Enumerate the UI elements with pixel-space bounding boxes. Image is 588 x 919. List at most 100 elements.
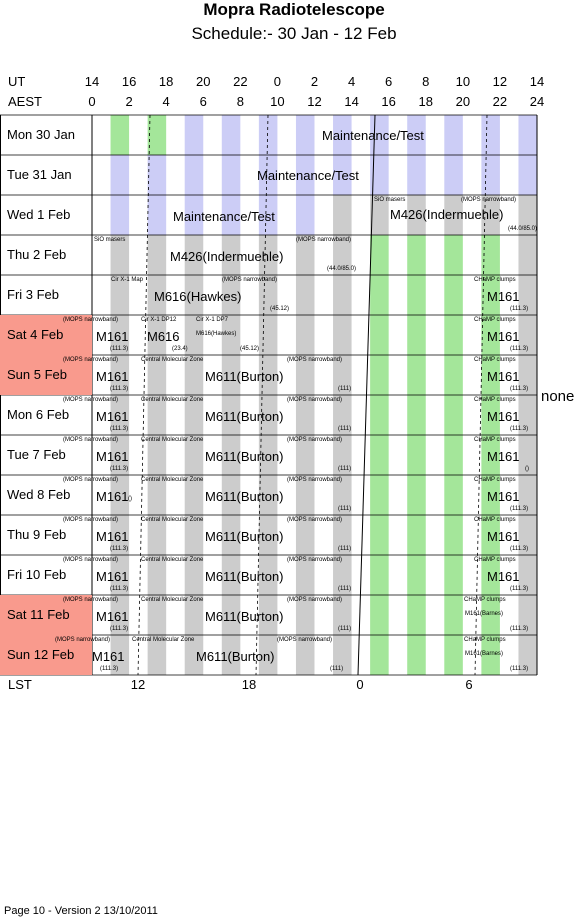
- block-tag: (MOPS narrowband): [63, 597, 119, 603]
- stripe: [481, 155, 500, 195]
- stripe: [295, 235, 315, 275]
- block-note: (111): [338, 626, 352, 632]
- stripe: [221, 515, 241, 555]
- block-tag: (MOPS narrowband): [63, 357, 119, 363]
- ut-tick: 8: [422, 74, 430, 89]
- block-note: (111): [338, 546, 352, 552]
- page-subtitle: Schedule:- 30 Jan - 12 Feb: [191, 24, 397, 43]
- stripe: [110, 195, 130, 235]
- stripe: [333, 395, 352, 435]
- stripe: [518, 435, 537, 475]
- block-tag: CHaMP clumps: [474, 277, 516, 283]
- stripe: [221, 315, 241, 355]
- stripe: [518, 235, 537, 275]
- block-tag: Central Molecular Zone: [141, 557, 204, 563]
- stripe: [333, 555, 352, 595]
- block-note: (45.12): [240, 346, 260, 352]
- day-label: Mon 6 Feb: [7, 407, 70, 422]
- stripe: [518, 155, 537, 195]
- stripe: [444, 355, 463, 395]
- stripe: [295, 315, 315, 355]
- stripe: [258, 355, 278, 395]
- stripe: [110, 395, 130, 435]
- block-tag: CHaMP clumps: [474, 477, 516, 483]
- project-label: M161: [487, 289, 520, 304]
- block-note: (111.3): [110, 546, 129, 552]
- stripe: [518, 555, 537, 595]
- stripe: [295, 435, 315, 475]
- stripe: [333, 315, 352, 355]
- block-tag: Central Molecular Zone: [132, 637, 195, 643]
- stripe: [407, 195, 426, 235]
- lst-tick: 18: [241, 677, 257, 692]
- block-tag: (MOPS narrowband): [277, 637, 333, 643]
- block-note: (111): [338, 426, 352, 432]
- stripe: [221, 235, 241, 275]
- block-note: (111.3): [110, 466, 129, 472]
- stripe: [370, 235, 389, 275]
- block-note: (111.3): [110, 426, 129, 432]
- ut-tick: 12: [492, 74, 508, 89]
- stripe: [370, 155, 389, 195]
- project-label: M611(Burton): [205, 569, 284, 584]
- block-tag: (MOPS narrowband): [287, 477, 343, 483]
- stripe: [407, 555, 426, 595]
- stripe: [147, 155, 167, 195]
- stripe: [444, 315, 463, 355]
- project-label: M161: [96, 489, 129, 504]
- stripe: [295, 595, 315, 635]
- project-label: M611(Burton): [205, 449, 284, 464]
- stripe: [444, 115, 463, 155]
- project-label: M161: [96, 449, 129, 464]
- block-tag: (MOPS narrowband): [63, 397, 119, 403]
- stripe: [184, 115, 204, 155]
- project-label: M616(Hawkes): [154, 289, 242, 304]
- project-label: M161: [487, 369, 520, 384]
- stripe: [333, 155, 352, 195]
- ut-tick: 14: [529, 74, 545, 89]
- stripe: [221, 555, 241, 595]
- stripe: [407, 315, 426, 355]
- stripe: [333, 635, 352, 675]
- stripe: [444, 515, 463, 555]
- project-label: M616: [147, 329, 180, 344]
- stripe: [258, 555, 278, 595]
- stripe: [221, 435, 241, 475]
- block-note: (111.3): [510, 426, 529, 432]
- stripe: [184, 315, 204, 355]
- stripe: [221, 155, 241, 195]
- stripe: [110, 635, 130, 675]
- stripe: [481, 635, 500, 675]
- stripe: [147, 435, 167, 475]
- stripe: [258, 435, 278, 475]
- stripe: [184, 155, 204, 195]
- day-label: Mon 30 Jan: [7, 127, 75, 142]
- stripe: [333, 275, 352, 315]
- stripe: [184, 555, 204, 595]
- project-label: M161: [96, 569, 129, 584]
- stripe: [110, 115, 130, 155]
- stripe: [370, 355, 389, 395]
- stripe: [518, 475, 537, 515]
- stripe: [184, 435, 204, 475]
- block-tag: (MOPS narrowband): [55, 637, 111, 643]
- stripe: [481, 235, 500, 275]
- ut-tick: 10: [455, 74, 471, 89]
- aest-tick: 24: [529, 94, 545, 109]
- project-label: M161: [487, 569, 520, 584]
- block-tag: (MOPS narrowband): [287, 397, 343, 403]
- maintenance-label: Maintenance/Test: [173, 209, 275, 224]
- stripe: [184, 515, 204, 555]
- aest-tick: 18: [418, 94, 433, 109]
- stripe: [407, 155, 426, 195]
- stripe: [258, 595, 278, 635]
- stripe: [258, 395, 278, 435]
- project-label: M611(Burton): [205, 489, 284, 504]
- lst-tick: 12: [130, 677, 146, 692]
- project-label: M161: [487, 489, 520, 504]
- stripe: [333, 475, 352, 515]
- aest-tick: 0: [88, 94, 96, 109]
- ut-tick: 22: [233, 74, 248, 89]
- project-label: M161: [96, 609, 129, 624]
- block-note: (111.3): [510, 626, 529, 632]
